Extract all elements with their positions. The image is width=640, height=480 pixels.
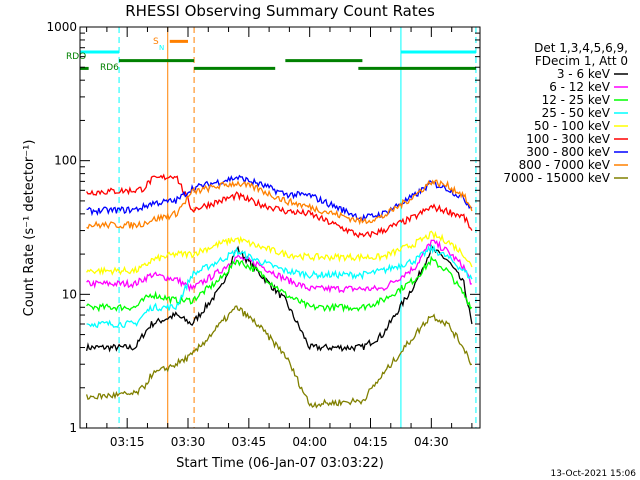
series-line xyxy=(86,174,473,223)
flag-label: RDO xyxy=(66,52,86,62)
footer-timestamp: 13-Oct-2021 15:06 xyxy=(551,469,637,479)
x-tick-label: 04:30 xyxy=(414,435,449,449)
x-tick-label: 04:00 xyxy=(292,435,327,449)
legend-label: 12 - 25 keV xyxy=(542,93,611,107)
legend-label: 300 - 800 keV xyxy=(526,145,610,159)
flag-label: RD6 xyxy=(100,63,119,73)
x-axis-label: Start Time (06-Jan-07 03:03:22) xyxy=(176,456,384,471)
y-tick-label: 100 xyxy=(54,154,77,168)
x-axis: 03:15 03:30 03:45 04:00 04:15 04:30 xyxy=(86,27,473,449)
legend-label: 3 - 6 keV xyxy=(557,67,611,81)
flag-label: S xyxy=(153,37,159,47)
plot-frame xyxy=(79,26,481,429)
y-tick-label: 1000 xyxy=(46,20,77,34)
series-line xyxy=(86,239,473,294)
series-line xyxy=(85,305,473,409)
legend-label: 7000 - 15000 keV xyxy=(503,171,610,185)
y-axis: 1 10 100 1000 xyxy=(46,20,480,435)
x-tick-label: 03:45 xyxy=(232,435,267,449)
chart-title: RHESSI Observing Summary Count Rates xyxy=(125,2,435,20)
legend-label: 100 - 300 keV xyxy=(526,132,610,146)
x-tick-label: 03:15 xyxy=(110,435,145,449)
plot-area: RDO RD6 SN xyxy=(66,27,477,428)
flag-label: N xyxy=(159,44,164,52)
legend-header: FDecim 1, Att 0 xyxy=(535,54,628,68)
legend-label: 50 - 100 keV xyxy=(534,119,611,133)
legend-label: 25 - 50 keV xyxy=(542,106,611,120)
series-line xyxy=(86,243,473,329)
series-line xyxy=(86,173,473,239)
legend: Det 1,3,4,5,6,9,FDecim 1, Att 03 - 6 keV… xyxy=(503,41,628,185)
series-line xyxy=(86,179,473,231)
y-tick-label: 1 xyxy=(69,421,77,435)
series-line xyxy=(86,230,473,276)
x-tick-label: 03:30 xyxy=(171,435,206,449)
x-tick-label: 04:15 xyxy=(353,435,388,449)
y-axis-label: Count Rate (s⁻¹ detector⁻¹) xyxy=(22,140,37,317)
legend-label: 6 - 12 keV xyxy=(549,80,611,94)
legend-header: Det 1,3,4,5,6,9, xyxy=(534,41,628,55)
legend-label: 800 - 7000 keV xyxy=(519,158,611,172)
series-line xyxy=(85,244,473,353)
series-line xyxy=(86,255,473,313)
y-tick-label: 10 xyxy=(62,287,77,301)
